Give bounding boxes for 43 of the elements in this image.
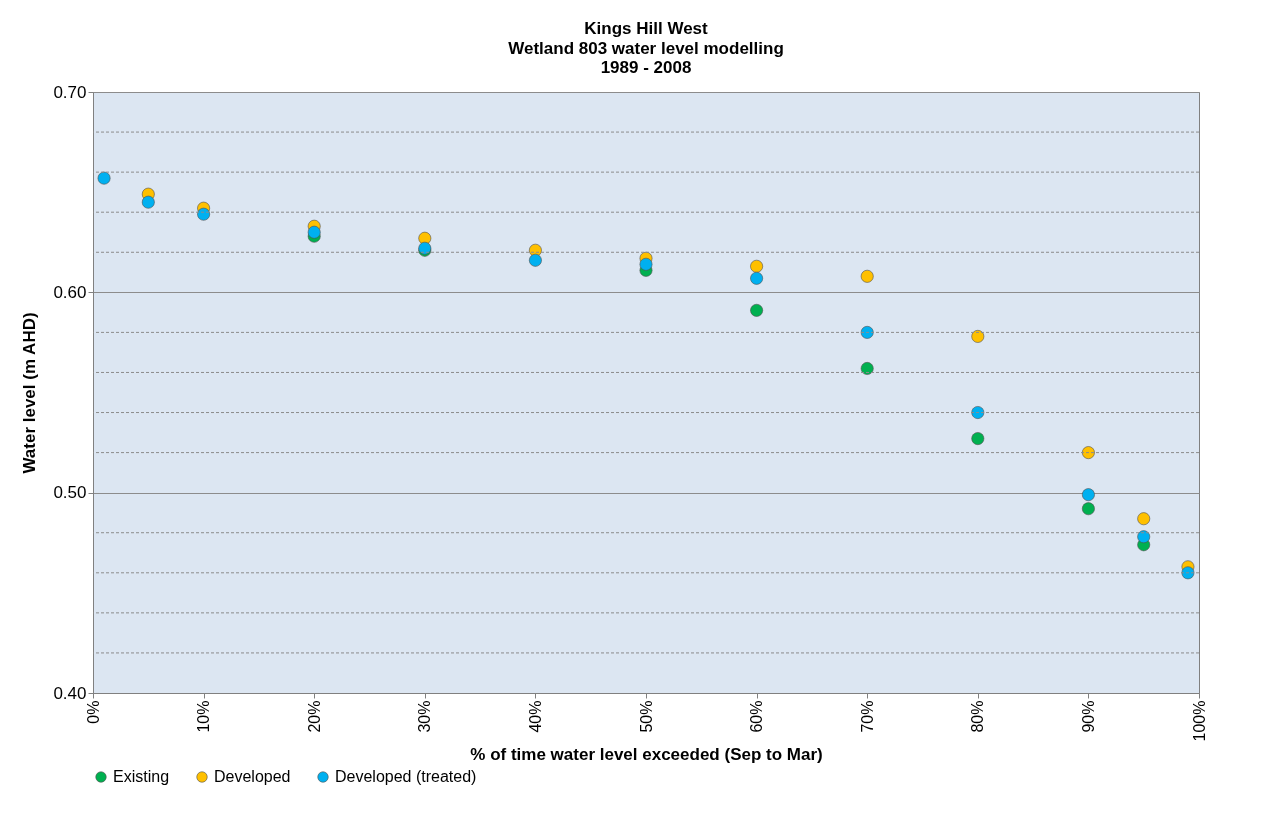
y-tick-label: 0.50	[53, 483, 87, 503]
chart-subtitle: Wetland 803 water level modelling 1989 - 2008	[508, 39, 784, 77]
point	[307, 225, 321, 239]
x-tick-label: 50%	[637, 700, 655, 733]
point	[971, 432, 985, 445]
point	[860, 325, 874, 339]
point	[197, 207, 211, 221]
point	[1081, 502, 1095, 516]
point	[1137, 530, 1151, 544]
point	[528, 253, 542, 267]
x-tick-label: 40%	[526, 700, 544, 733]
x-tick-label: 30%	[416, 700, 434, 733]
point	[750, 271, 764, 285]
point	[971, 329, 985, 343]
x-axis-title: % of time water level exceeded (Sep to Mar)	[470, 745, 823, 765]
point	[860, 269, 874, 283]
point	[1137, 512, 1151, 526]
x-tick-label: 0%	[84, 700, 102, 724]
x-tick-label: 20%	[305, 700, 323, 733]
point	[1081, 446, 1095, 460]
x-tick-label: 90%	[1079, 700, 1097, 733]
y-axis-title: Water level (m AHD)	[20, 312, 40, 474]
point	[639, 257, 653, 271]
x-tick-label: 60%	[748, 700, 766, 733]
point	[97, 171, 111, 185]
legend-label: Existing	[113, 768, 170, 785]
y-tick-label: 0.60	[53, 282, 87, 302]
point	[1081, 488, 1095, 502]
point	[971, 406, 985, 419]
point	[141, 195, 155, 209]
point	[1181, 566, 1195, 580]
x-tick-label: 10%	[195, 700, 213, 733]
x-tick-label: 70%	[858, 700, 876, 733]
chart-title: Kings Hill West	[584, 19, 709, 38]
point	[750, 259, 764, 273]
y-tick-label: 0.70	[53, 82, 87, 102]
x-tick-label: 100%	[1190, 700, 1208, 742]
legend-label: Developed (treated)	[335, 768, 477, 785]
y-tick-label: 0.40	[53, 683, 87, 703]
point	[860, 362, 874, 375]
legend-label: Developed	[214, 768, 291, 785]
x-tick-label: 80%	[969, 700, 987, 733]
point	[750, 303, 764, 317]
